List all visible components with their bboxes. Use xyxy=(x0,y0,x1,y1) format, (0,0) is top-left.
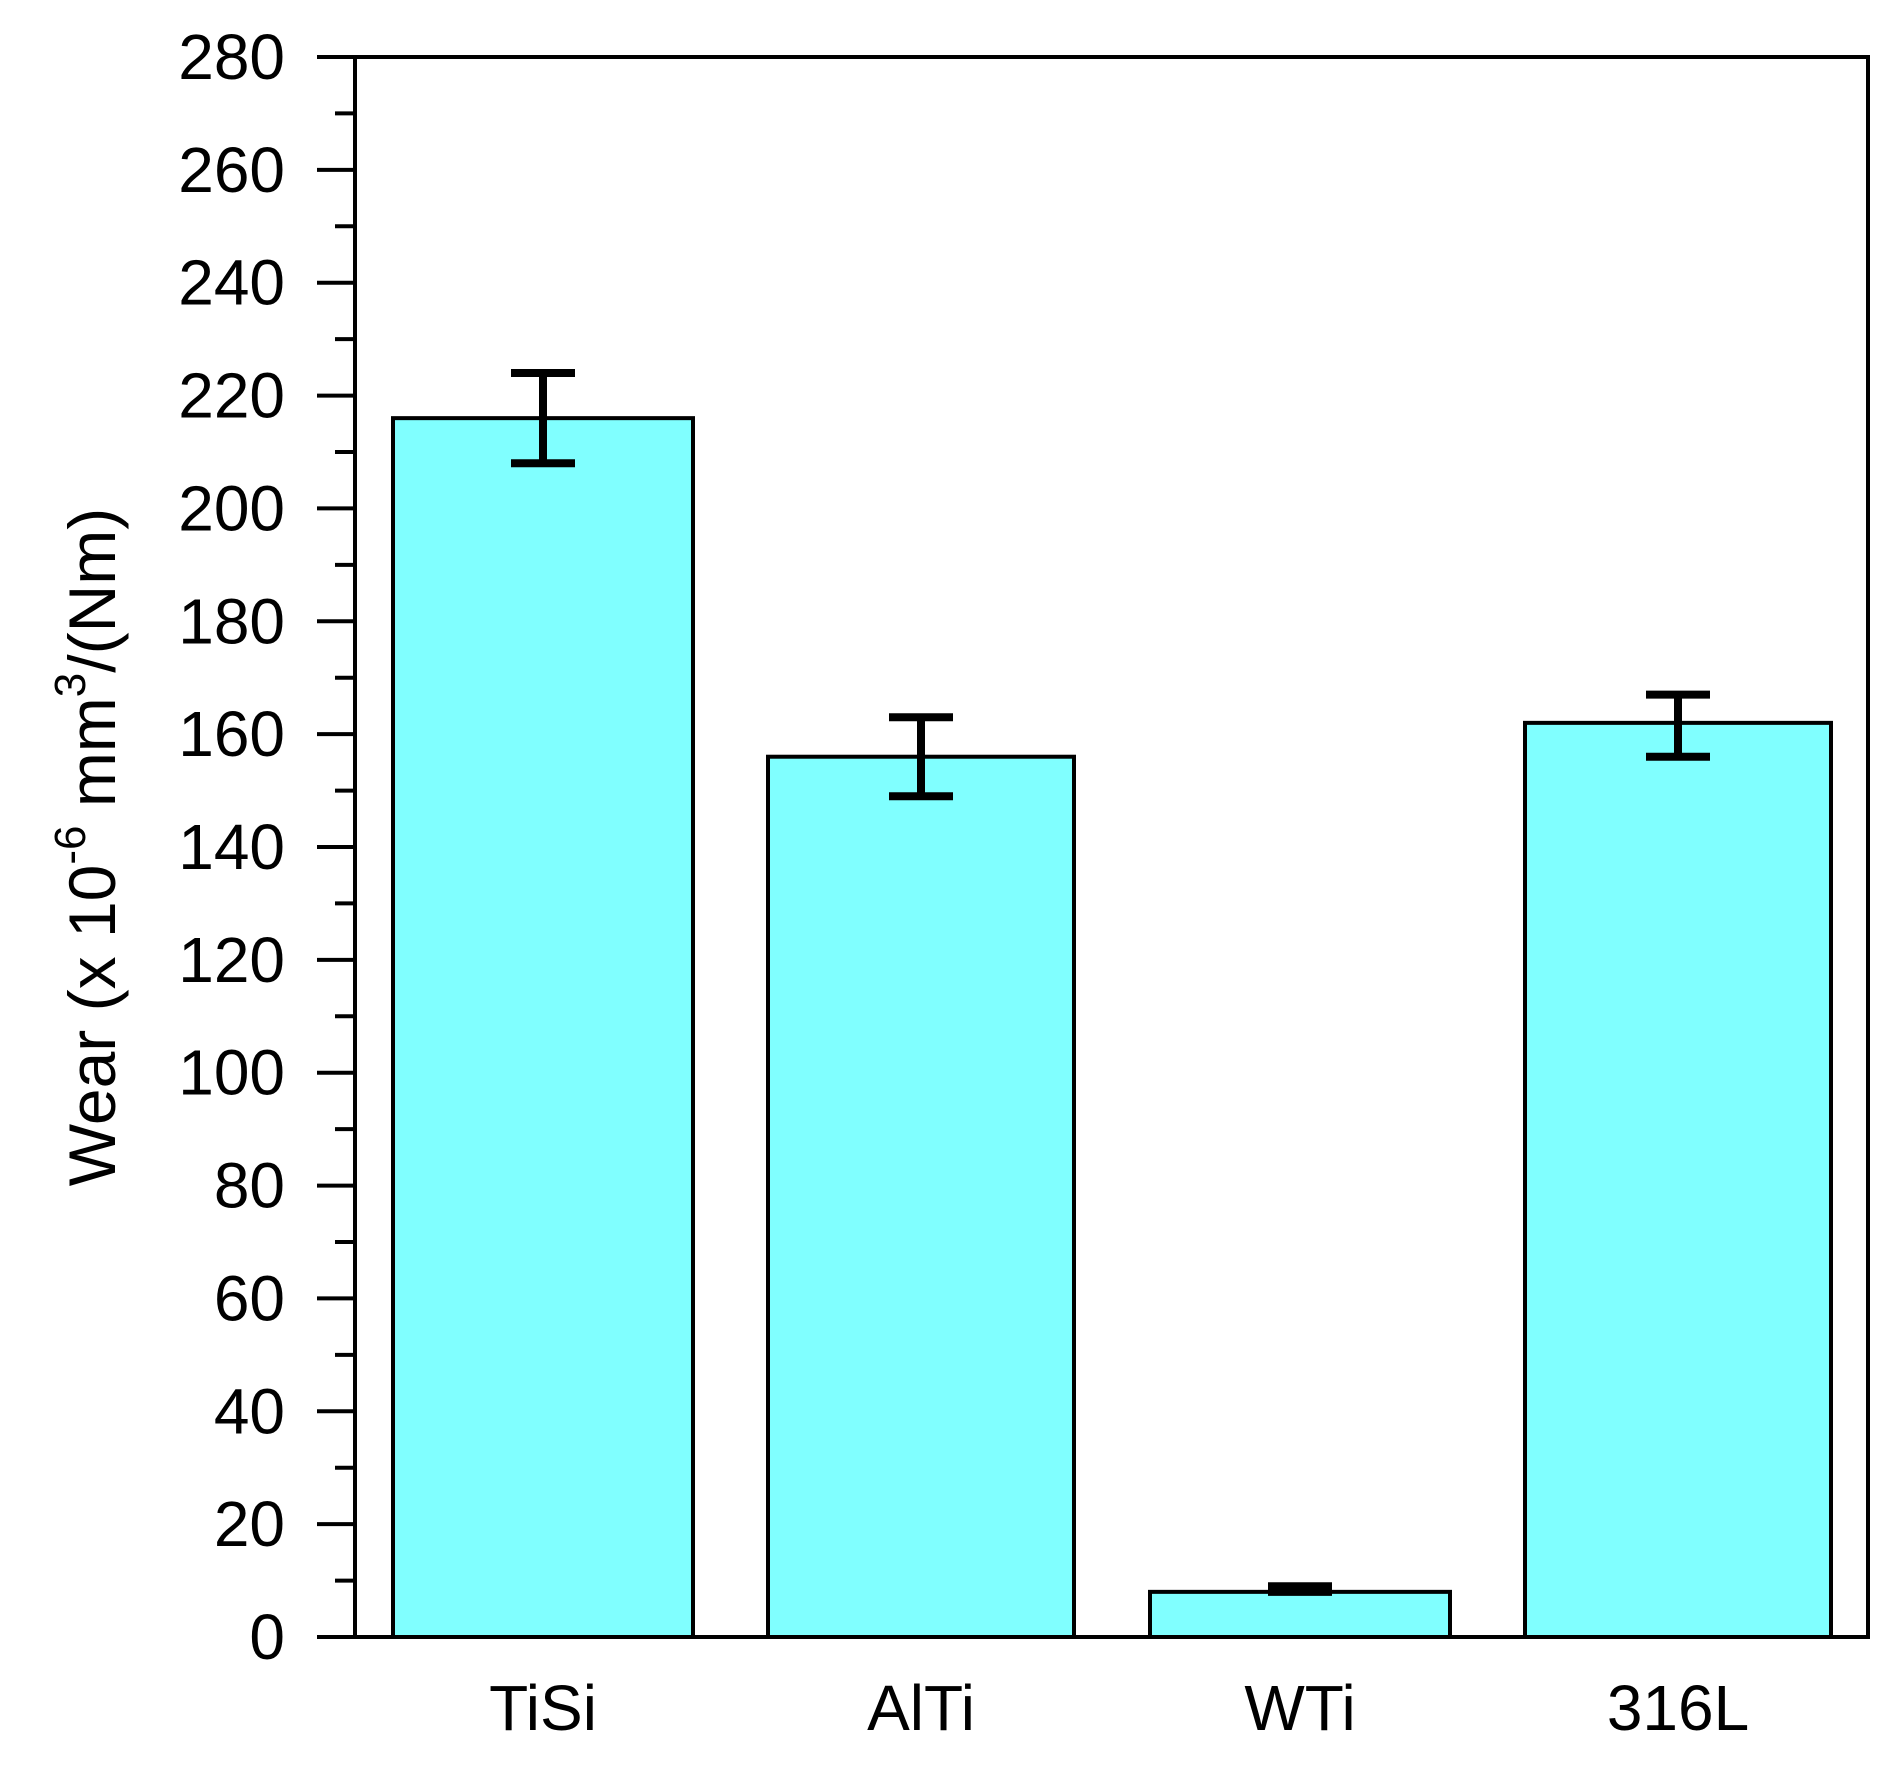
y-tick-label-40: 40 xyxy=(214,1375,285,1447)
bar-tisi xyxy=(391,416,695,1640)
bar-alti xyxy=(766,754,1076,1639)
y-tick-label-140: 140 xyxy=(178,811,285,883)
y-axis-title-part: /(Nm) xyxy=(55,508,129,673)
y-tick-label-0: 0 xyxy=(249,1601,285,1673)
bar-wti xyxy=(1148,1589,1452,1640)
x-tick-label-316l: 316L xyxy=(1607,1672,1749,1744)
y-ticks-group: 0 20 40 60 80 100 120 140 160 180 200 220 240 260 280 xyxy=(178,21,355,1673)
y-title-group: Wear (x 10-6 mm3/(Nm) xyxy=(46,508,129,1186)
y-tick-label-220: 220 xyxy=(178,360,285,432)
y-tick-label-120: 120 xyxy=(178,924,285,996)
y-axis-title-superscript: -6 xyxy=(46,826,95,865)
y-tick-label-100: 100 xyxy=(178,1037,285,1109)
y-tick-label-280: 280 xyxy=(178,21,285,93)
y-tick-label-80: 80 xyxy=(214,1150,285,1222)
y-axis-title-part: Wear (x 10 xyxy=(55,865,129,1187)
y-axis-title-superscript: 3 xyxy=(46,673,95,697)
x-tick-label-alti: AlTi xyxy=(867,1672,975,1744)
y-tick-label-20: 20 xyxy=(214,1488,285,1560)
y-tick-label-180: 180 xyxy=(178,585,285,657)
x-tick-label-wti: WTi xyxy=(1244,1672,1355,1744)
x-tick-label-tisi: TiSi xyxy=(489,1672,597,1744)
error-bars-group xyxy=(511,369,1710,1596)
bar-316l xyxy=(1523,720,1833,1639)
y-tick-label-200: 200 xyxy=(178,472,285,544)
y-tick-label-160: 160 xyxy=(178,698,285,770)
y-axis-title-part: mm xyxy=(55,697,129,825)
y-axis-title: Wear (x 10-6 mm3/(Nm) xyxy=(46,508,129,1186)
y-tick-label-260: 260 xyxy=(178,134,285,206)
x-labels-group: TiSi AlTi WTi 316L xyxy=(489,1672,1749,1744)
y-tick-label-60: 60 xyxy=(214,1262,285,1334)
bars-group xyxy=(391,416,1833,1640)
y-tick-label-240: 240 xyxy=(178,247,285,319)
